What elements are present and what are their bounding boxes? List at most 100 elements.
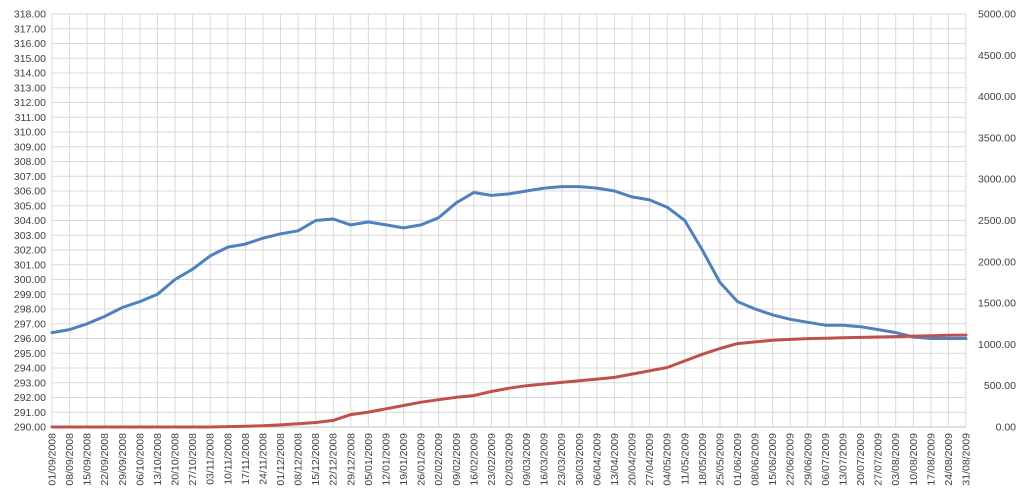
x-tick-label: 12/01/2009 [380, 433, 392, 486]
x-tick-label: 15/09/2008 [82, 433, 94, 486]
right-y-tick-label: 3500.00 [978, 132, 1016, 144]
x-tick-label: 09/02/2009 [451, 433, 463, 486]
x-tick-label: 19/01/2009 [398, 433, 410, 486]
left-y-tick-label: 303.00 [14, 230, 46, 242]
left-y-tick-label: 306.00 [14, 186, 46, 198]
x-tick-label: 27/07/2009 [873, 433, 885, 486]
left-y-tick-label: 304.00 [14, 215, 46, 227]
left-y-tick-label: 297.00 [14, 318, 46, 330]
x-tick-label: 05/01/2009 [363, 433, 375, 486]
x-tick-label: 03/08/2009 [890, 433, 902, 486]
x-tick-label: 08/06/2009 [750, 433, 762, 486]
right-y-tick-label: 5000.00 [978, 9, 1016, 21]
left-y-tick-label: 301.00 [14, 259, 46, 271]
x-tick-label: 08/12/2008 [293, 433, 305, 486]
x-tick-label: 29/09/2008 [117, 433, 129, 486]
x-tick-label: 10/11/2008 [222, 433, 234, 485]
left-y-tick-label: 316.00 [14, 38, 46, 50]
left-y-tick-label: 313.00 [14, 82, 46, 94]
left-y-axis: 290.00 291.00 292.00 293.00 294.00 295.00 296.… [14, 9, 46, 434]
x-tick-label: 06/10/2008 [134, 433, 146, 486]
x-tick-label: 15/06/2009 [767, 433, 779, 486]
x-tick-label: 02/02/2009 [433, 433, 445, 486]
x-tick-label: 30/03/2009 [574, 433, 586, 486]
left-y-tick-label: 295.00 [14, 348, 46, 360]
x-tick-label: 18/05/2009 [697, 433, 709, 486]
left-y-tick-label: 312.00 [14, 97, 46, 109]
left-y-tick-label: 305.00 [14, 200, 46, 212]
x-tick-label: 20/10/2008 [170, 433, 182, 486]
right-y-tick-label: 4500.00 [978, 50, 1016, 62]
x-tick-label: 24/08/2009 [943, 433, 955, 486]
right-y-tick-label: 0.00 [996, 422, 1017, 434]
x-tick-label: 11/05/2009 [679, 433, 691, 485]
x-tick-label: 06/04/2009 [591, 433, 603, 486]
x-tick-label: 29/12/2008 [345, 433, 357, 486]
x-tick-label: 17/11/2008 [240, 433, 252, 485]
left-y-tick-label: 291.00 [14, 407, 46, 419]
x-tick-label: 13/07/2009 [837, 433, 849, 486]
left-y-tick-label: 310.00 [14, 127, 46, 139]
x-tick-label: 17/08/2009 [925, 433, 937, 486]
left-y-tick-label: 293.00 [14, 377, 46, 389]
x-tick-label: 25/05/2009 [714, 433, 726, 486]
x-tick-label: 26/01/2009 [416, 433, 428, 486]
x-tick-label: 02/03/2009 [504, 433, 516, 486]
x-tick-label: 22/06/2009 [785, 433, 797, 486]
right-y-tick-label: 1000.00 [978, 339, 1016, 351]
gridlines [51, 13, 967, 428]
series-line-1 [50, 185, 968, 340]
x-tick-label: 23/03/2009 [556, 433, 568, 486]
x-tick-label: 16/02/2009 [468, 433, 480, 486]
right-y-tick-label: 500.00 [984, 380, 1016, 392]
left-y-tick-label: 296.00 [14, 333, 46, 345]
x-tick-label: 22/12/2008 [328, 433, 340, 486]
right-y-axis: 0.00 500.00 1000.00 1500.00 2000.00 2500.00 30… [978, 9, 1016, 434]
left-y-tick-label: 309.00 [14, 141, 46, 153]
left-y-tick-label: 294.00 [14, 363, 46, 375]
x-tick-label: 23/02/2009 [486, 433, 498, 486]
x-tick-label: 03/11/2008 [205, 433, 217, 485]
x-tick-label: 29/06/2009 [802, 433, 814, 486]
x-tick-label: 01/12/2008 [275, 433, 287, 486]
x-tick-label: 16/03/2009 [539, 433, 551, 486]
left-y-tick-label: 290.00 [14, 422, 46, 434]
left-y-tick-label: 318.00 [14, 9, 46, 21]
left-y-tick-label: 308.00 [14, 156, 46, 168]
x-tick-label: 08/09/2008 [64, 433, 76, 486]
left-y-tick-label: 299.00 [14, 289, 46, 301]
right-y-tick-label: 2500.00 [978, 215, 1016, 227]
x-tick-label: 15/12/2008 [310, 433, 322, 486]
x-tick-label: 09/03/2009 [521, 433, 533, 486]
x-tick-label: 31/08/2009 [961, 433, 973, 486]
x-tick-label: 24/11/2008 [257, 433, 269, 485]
x-tick-label: 01/09/2008 [47, 433, 59, 486]
right-y-tick-label: 1500.00 [978, 298, 1016, 310]
x-tick-label: 27/10/2008 [187, 433, 199, 486]
x-tick-label: 22/09/2008 [99, 433, 111, 486]
x-tick-label: 13/04/2009 [609, 433, 621, 486]
right-y-tick-label: 2000.00 [978, 256, 1016, 268]
x-axis: 01/09/2008 08/09/2008 15/09/2008 22/09/2008… [47, 433, 973, 486]
left-y-tick-label: 300.00 [14, 274, 46, 286]
right-y-tick-label: 4000.00 [978, 91, 1016, 103]
left-y-tick-label: 314.00 [14, 68, 46, 80]
x-tick-label: 06/07/2009 [820, 433, 832, 486]
left-y-tick-label: 311.00 [15, 112, 46, 124]
left-y-tick-label: 302.00 [14, 245, 46, 257]
left-y-tick-label: 307.00 [14, 171, 46, 183]
series-lines [50, 185, 968, 429]
x-tick-label: 04/05/2009 [662, 433, 674, 486]
left-y-tick-label: 317.00 [14, 23, 46, 35]
left-y-tick-label: 292.00 [14, 392, 46, 404]
x-tick-label: 20/07/2009 [855, 433, 867, 486]
left-y-tick-label: 298.00 [14, 304, 46, 316]
x-tick-label: 13/10/2008 [152, 433, 164, 486]
x-tick-label: 27/04/2009 [644, 433, 656, 486]
left-y-tick-label: 315.00 [14, 53, 46, 65]
x-tick-label: 20/04/2009 [627, 433, 639, 486]
series-line-2 [50, 333, 968, 429]
right-y-tick-label: 3000.00 [978, 174, 1016, 186]
x-tick-label: 10/08/2009 [908, 433, 920, 486]
